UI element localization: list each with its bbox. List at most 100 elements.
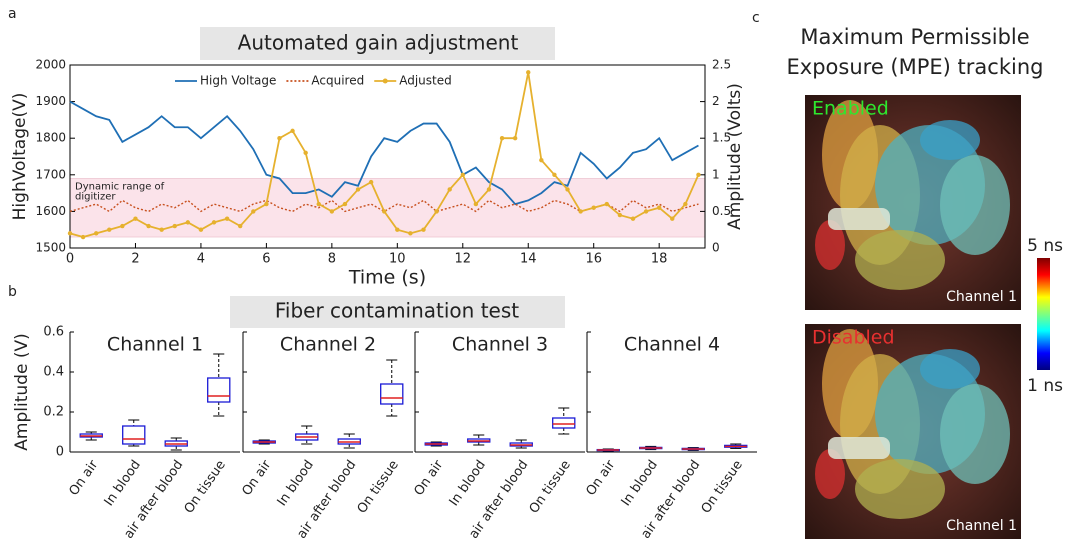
y-tick-label: 1800 bbox=[35, 131, 66, 145]
point bbox=[238, 224, 242, 228]
x-tick-label: 12 bbox=[455, 252, 472, 267]
point bbox=[565, 187, 569, 191]
y-tick-label: 0 bbox=[56, 445, 64, 460]
panel-title: Channel 2 bbox=[280, 334, 376, 356]
y-tick-label: 1700 bbox=[35, 167, 66, 181]
point bbox=[199, 228, 203, 232]
panel-title: Channel 3 bbox=[452, 334, 548, 356]
point bbox=[683, 202, 687, 206]
point bbox=[644, 209, 648, 213]
x-tick-label: On air bbox=[583, 457, 618, 499]
chart-title: Automated gain adjustment bbox=[238, 31, 519, 55]
y-axis-label: HighVoltage(V) bbox=[10, 93, 30, 221]
y-tick-label: 1900 bbox=[35, 94, 66, 108]
panel-title: Maximum Permissible bbox=[800, 25, 1029, 49]
point bbox=[212, 220, 216, 224]
point bbox=[303, 151, 307, 155]
legend-label: Adjusted bbox=[399, 74, 452, 88]
point bbox=[670, 217, 674, 221]
point bbox=[434, 209, 438, 213]
point bbox=[631, 217, 635, 221]
point bbox=[81, 235, 85, 239]
x-tick-label: In blood bbox=[447, 458, 489, 509]
point bbox=[552, 173, 556, 177]
point bbox=[94, 231, 98, 235]
point bbox=[68, 231, 72, 235]
point bbox=[120, 224, 124, 228]
point bbox=[343, 202, 347, 206]
heat-blob bbox=[940, 155, 1010, 255]
box bbox=[123, 426, 145, 444]
point bbox=[539, 158, 543, 162]
panel-title: Exposure (MPE) tracking bbox=[787, 55, 1044, 79]
panel-label: a bbox=[8, 6, 17, 22]
point bbox=[330, 209, 334, 213]
y-tick-label: 0.2 bbox=[43, 405, 64, 420]
range-label: digitizer bbox=[75, 191, 116, 202]
point bbox=[395, 228, 399, 232]
point bbox=[605, 202, 609, 206]
x-tick-label: 8 bbox=[328, 252, 336, 267]
heat-blob bbox=[920, 120, 980, 160]
point bbox=[447, 187, 451, 191]
x-tick-label: On air bbox=[66, 457, 101, 499]
panel-title: Channel 1 bbox=[107, 334, 203, 356]
panel-label: c bbox=[752, 10, 760, 26]
point bbox=[421, 228, 425, 232]
heat-blob bbox=[940, 384, 1010, 484]
legend-label: Acquired bbox=[311, 74, 364, 88]
x-tick-label: 6 bbox=[262, 252, 270, 267]
y2-tick-label: 2.5 bbox=[712, 58, 731, 72]
x-tick-label: In blood bbox=[619, 458, 661, 509]
point bbox=[290, 129, 294, 133]
x-tick-label: 4 bbox=[197, 252, 205, 267]
colorbar-label: 1 ns bbox=[1027, 376, 1063, 396]
x-tick-label: 2 bbox=[131, 252, 139, 267]
point bbox=[408, 231, 412, 235]
point bbox=[618, 213, 622, 217]
point bbox=[474, 202, 478, 206]
point bbox=[461, 173, 465, 177]
x-tick-label: On tissue bbox=[527, 458, 574, 517]
fiber bbox=[828, 437, 890, 459]
point bbox=[317, 202, 321, 206]
x-tick-label: On tissue bbox=[355, 458, 402, 517]
colorbar bbox=[1037, 258, 1050, 370]
panel-title: Channel 4 bbox=[624, 334, 720, 356]
x-axis-label: Time (s) bbox=[348, 267, 426, 289]
point bbox=[159, 228, 163, 232]
x-tick-label: On air bbox=[411, 457, 446, 499]
y-tick-label: 2000 bbox=[35, 58, 66, 72]
image-state: Enabled bbox=[812, 98, 889, 120]
y-axis-label: Amplitude (V) bbox=[12, 333, 32, 450]
x-tick-label: On tissue bbox=[182, 458, 229, 517]
point bbox=[251, 209, 255, 213]
point bbox=[592, 206, 596, 210]
legend-marker bbox=[383, 79, 388, 84]
point bbox=[264, 202, 268, 206]
heat-blob bbox=[855, 459, 945, 519]
point bbox=[107, 228, 111, 232]
x-tick-label: 0 bbox=[66, 252, 74, 267]
colorbar-label: 5 ns bbox=[1027, 236, 1063, 256]
heat-blob bbox=[855, 230, 945, 290]
fiber bbox=[828, 208, 890, 230]
legend-label: High Voltage bbox=[200, 74, 276, 88]
image-channel: Channel 1 bbox=[946, 289, 1017, 305]
point bbox=[382, 209, 386, 213]
point bbox=[657, 206, 661, 210]
point bbox=[526, 70, 530, 74]
y2-tick-label: 2 bbox=[712, 94, 720, 108]
x-tick-label: 16 bbox=[585, 252, 602, 267]
x-tick-label: 18 bbox=[651, 252, 668, 267]
y2-axis-label: Amplitude (Volts) bbox=[725, 83, 745, 230]
point bbox=[369, 180, 373, 184]
point bbox=[487, 187, 491, 191]
y-tick-label: 1500 bbox=[35, 241, 66, 255]
point bbox=[173, 224, 177, 228]
x-tick-label: On air bbox=[239, 457, 274, 499]
box bbox=[208, 378, 230, 402]
point bbox=[500, 136, 504, 140]
point bbox=[186, 220, 190, 224]
x-tick-label: 10 bbox=[389, 252, 406, 267]
